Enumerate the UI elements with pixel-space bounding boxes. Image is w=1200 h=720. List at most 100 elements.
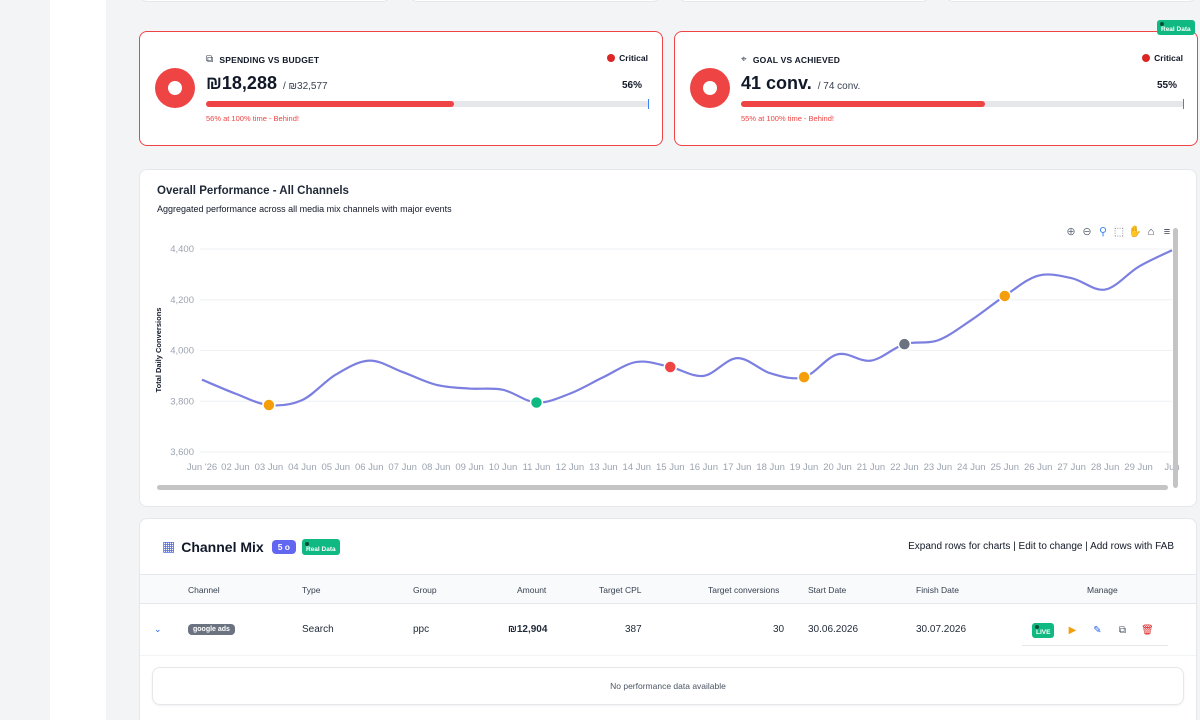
pan-icon[interactable]: ✋ bbox=[1128, 226, 1142, 238]
col-group[interactable]: Group bbox=[413, 585, 437, 595]
series-line bbox=[201, 249, 1173, 407]
y-tick-label: 3,600 bbox=[170, 447, 194, 458]
summary-card bbox=[409, 0, 661, 2]
event-marker bbox=[998, 289, 1012, 303]
x-tick-label: 08 Jun bbox=[422, 462, 451, 473]
home-icon[interactable]: ⌂ bbox=[1147, 226, 1155, 238]
performance-chart-card: Overall Performance - All Channels Aggre… bbox=[139, 169, 1197, 507]
time-marker bbox=[1182, 99, 1184, 109]
kpi-note: 56% at 100% time - Behind! bbox=[206, 114, 299, 123]
x-tick-label: 22 Jun bbox=[890, 462, 919, 473]
table-header: Channel Type Group Amount Target CPL Tar… bbox=[140, 574, 1196, 604]
x-tick-label: 21 Jun bbox=[857, 462, 886, 473]
play-icon[interactable]: ▶ bbox=[1068, 625, 1077, 636]
col-amount[interactable]: Amount bbox=[517, 585, 547, 595]
x-tick-label: 25 Jun bbox=[990, 462, 1019, 473]
progress-donut bbox=[155, 68, 195, 108]
zoom-in-icon[interactable]: ⊕ bbox=[1066, 226, 1076, 238]
x-tick-label: 20 Jun bbox=[823, 462, 852, 473]
search-zoom-icon[interactable]: ⚲ bbox=[1098, 226, 1108, 238]
vertical-scrollbar[interactable] bbox=[1173, 228, 1178, 488]
horizontal-scrollbar[interactable] bbox=[157, 485, 1168, 490]
copy-icon[interactable]: ⧉ bbox=[1118, 625, 1127, 636]
x-tick-label: 13 Jun bbox=[589, 462, 618, 473]
x-tick-label: 15 Jun bbox=[656, 462, 685, 473]
event-marker bbox=[529, 395, 544, 410]
kpi-percent: 56% bbox=[621, 80, 642, 91]
critical-dot-icon bbox=[1142, 54, 1151, 62]
col-channel[interactable]: Channel bbox=[188, 585, 220, 595]
channel-mix-card: ▦ Channel Mix 5 o Real Data Expand rows … bbox=[139, 518, 1197, 720]
x-tick-label: 10 Jun bbox=[489, 462, 518, 473]
y-tick-label: 3,800 bbox=[170, 396, 194, 407]
chart-title: Overall Performance - All Channels bbox=[157, 185, 349, 197]
x-tick-label: 16 Jun bbox=[689, 462, 718, 473]
menu-icon[interactable]: ≡ bbox=[1163, 226, 1171, 238]
col-start-date[interactable]: Start Date bbox=[808, 585, 847, 595]
kpi-value: 41 conv./ 74 conv. bbox=[741, 73, 861, 93]
x-tick-label: 03 Jun bbox=[255, 462, 284, 473]
x-tick-label: Jun '26 bbox=[187, 462, 217, 473]
x-tick-label: 28 Jun bbox=[1091, 462, 1120, 473]
kpi-title: ⌖ GOAL VS ACHIEVED bbox=[741, 54, 841, 65]
x-tick-label: 19 Jun bbox=[790, 462, 819, 473]
channel-mix-header: ▦ Channel Mix 5 o Real Data bbox=[162, 538, 340, 555]
x-tick-label: 29 Jun bbox=[1124, 462, 1153, 473]
y-tick-label: 4,200 bbox=[170, 295, 194, 306]
event-marker bbox=[797, 370, 811, 384]
select-icon[interactable]: ⬚ bbox=[1113, 226, 1125, 238]
edit-icon[interactable]: ✎ bbox=[1093, 625, 1102, 636]
spending-vs-budget-card: ⧉ SPENDING VS BUDGET Critical ₪18,288/ ₪3… bbox=[139, 31, 663, 146]
cell-type: Search bbox=[302, 624, 334, 635]
x-tick-label: 18 Jun bbox=[756, 462, 785, 473]
y-tick-label: 4,000 bbox=[170, 346, 194, 357]
summary-card bbox=[678, 0, 930, 2]
col-finish-date[interactable]: Finish Date bbox=[916, 585, 959, 595]
zoom-out-icon[interactable]: ⊖ bbox=[1082, 226, 1092, 238]
count-badge: 5 o bbox=[271, 539, 296, 554]
channel-chip: google ads bbox=[188, 624, 235, 635]
col-target-conversions[interactable]: Target conversions bbox=[708, 585, 780, 595]
real-data-badge: Real Data bbox=[301, 538, 340, 555]
left-rail bbox=[0, 0, 50, 720]
line-chart[interactable]: 4,400 4,200 4,000 3,800 3,600 Total Daily Con… bbox=[140, 170, 1197, 507]
chart-toolbar: ⊕ ⊖ ⚲ ⬚ ✋ ⌂ ≡ bbox=[1064, 226, 1174, 238]
x-tick-label: 14 Jun bbox=[623, 462, 652, 473]
cell-target-conversions: 30 bbox=[773, 624, 785, 635]
y-axis-label: Total Daily Conversions bbox=[154, 308, 163, 393]
live-toggle[interactable]: LIVE bbox=[1032, 623, 1055, 638]
status-badge: Critical bbox=[1142, 53, 1183, 63]
expand-row-chevron-icon[interactable]: ⌄ bbox=[154, 624, 162, 634]
crosshair-icon: ⌖ bbox=[741, 54, 747, 65]
time-marker bbox=[647, 99, 649, 109]
cell-finish-date: 30.07.2026 bbox=[916, 624, 967, 635]
kpi-note: 55% at 100% time - Behind! bbox=[741, 114, 834, 123]
x-tick-label: 05 Jun bbox=[322, 462, 351, 473]
status-badge: Critical bbox=[607, 53, 648, 63]
x-tick-label: 02 Jun bbox=[221, 462, 250, 473]
x-tick-label: 17 Jun bbox=[723, 462, 752, 473]
event-marker bbox=[262, 398, 276, 412]
x-tick-label: 24 Jun bbox=[957, 462, 986, 473]
cell-target-cpl: 387 bbox=[625, 624, 642, 635]
table-edit-icon: ▦ bbox=[162, 538, 176, 554]
y-tick-label: 4,400 bbox=[170, 244, 194, 255]
col-type[interactable]: Type bbox=[302, 585, 321, 595]
progress-bar bbox=[741, 99, 1184, 109]
x-tick-label: Jun bbox=[1164, 462, 1179, 473]
delete-icon[interactable]: 🗑 bbox=[1141, 625, 1154, 636]
channel-mix-hint: Expand rows for charts | Edit to change … bbox=[908, 541, 1174, 552]
x-tick-label: 12 Jun bbox=[556, 462, 585, 473]
x-tick-label: 06 Jun bbox=[355, 462, 384, 473]
table-row: ⌄ google ads Search ppc ₪12,904 387 30 3… bbox=[140, 604, 1196, 656]
cell-amount: ₪12,904 bbox=[508, 624, 548, 635]
empty-performance-box: No performance data available bbox=[152, 667, 1184, 705]
event-marker bbox=[897, 337, 912, 351]
col-target-cpl[interactable]: Target CPL bbox=[599, 585, 642, 595]
critical-dot-icon bbox=[607, 54, 616, 62]
progress-fill bbox=[741, 101, 985, 107]
progress-bar bbox=[206, 99, 649, 109]
summary-card bbox=[139, 0, 391, 2]
chart-subtitle: Aggregated performance across all media … bbox=[157, 204, 452, 214]
cell-group: ppc bbox=[413, 624, 430, 635]
